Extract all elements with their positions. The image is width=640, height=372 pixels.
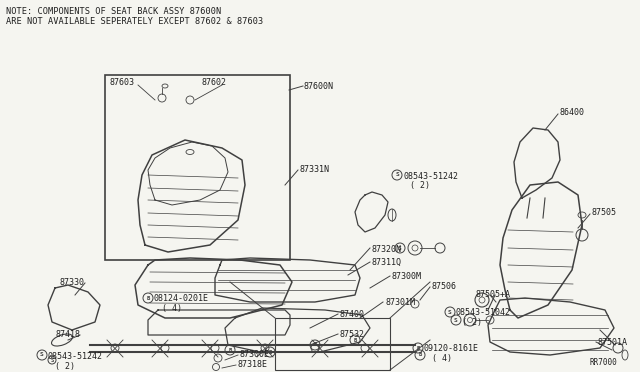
Text: S: S [395,173,399,177]
Text: 87301M: 87301M [385,298,415,307]
Text: 86400: 86400 [560,108,585,117]
Text: 87318E: 87318E [238,360,268,369]
Text: ( 2): ( 2) [410,181,430,190]
Text: 87400: 87400 [340,310,365,319]
Text: B: B [314,343,317,347]
Text: 87505+A: 87505+A [476,290,511,299]
Text: ( 2): ( 2) [55,362,75,371]
Text: 08124-0201E: 08124-0201E [154,294,209,303]
Text: ( 4): ( 4) [432,354,452,363]
Text: 08543-51242: 08543-51242 [403,172,458,181]
Text: 87311Q: 87311Q [372,258,402,267]
Bar [275,318,390,370]
Text: 87300M: 87300M [392,272,422,281]
Text: B: B [268,350,271,355]
Text: 87501A: 87501A [598,338,628,347]
Text: NOTE: COMPONENTS OF SEAT BACK ASSY 87600N: NOTE: COMPONENTS OF SEAT BACK ASSY 87600… [6,7,221,16]
Text: S: S [40,353,44,357]
Text: B: B [417,346,420,350]
Text: 87505: 87505 [592,208,617,217]
Text: 08543-51042: 08543-51042 [456,308,511,317]
Text: 87331N: 87331N [300,165,330,174]
Text: ( 4): ( 4) [162,304,182,313]
Text: RR7000: RR7000 [590,358,618,367]
Text: 87600N: 87600N [303,82,333,91]
Text: B: B [353,337,356,343]
Text: 87602: 87602 [202,78,227,87]
Text: ( 2): ( 2) [462,318,482,327]
Text: 08543-51242: 08543-51242 [48,352,103,361]
Text: 87320N: 87320N [372,245,402,254]
Text: 87330: 87330 [60,278,85,287]
Text: B: B [419,353,422,357]
Text: B: B [228,347,232,353]
Text: S: S [448,310,452,314]
Text: B: B [147,295,150,301]
Text: 87532: 87532 [340,330,365,339]
Text: 09120-8161E: 09120-8161E [424,344,479,353]
Text: S: S [51,357,54,362]
Text: 87603: 87603 [110,78,135,87]
Text: 87506: 87506 [432,282,457,291]
Text: ARE NOT AVAILABLE SEPERATELY EXCEPT 87602 & 87603: ARE NOT AVAILABLE SEPERATELY EXCEPT 8760… [6,17,263,26]
Text: S: S [454,317,458,323]
Text: S: S [398,246,402,250]
Text: 87300E: 87300E [240,350,270,359]
Bar [105,75,290,260]
Text: 87418: 87418 [55,330,80,339]
